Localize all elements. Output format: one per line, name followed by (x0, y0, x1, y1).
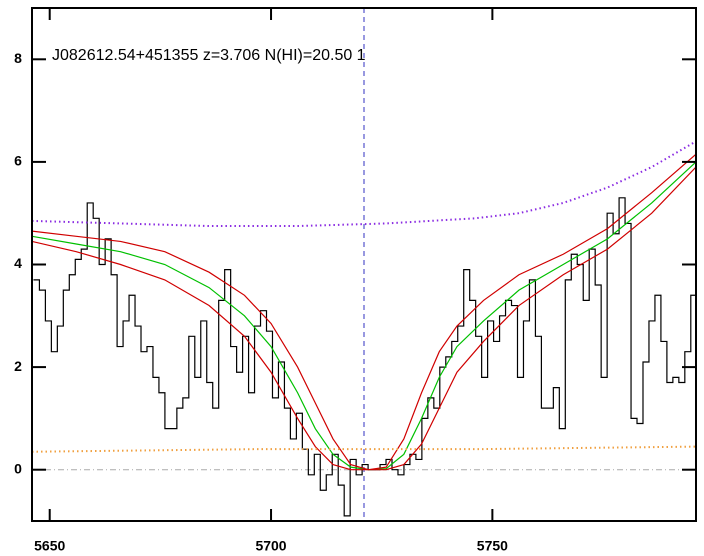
y-tick-label: 4 (14, 255, 22, 271)
y-tick-label: 6 (14, 153, 22, 169)
y-tick-label: 2 (14, 358, 22, 374)
x-tick-label: 5750 (477, 538, 508, 554)
chart-title: J082612.54+451355 z=3.706 N(HI)=20.50 1 (52, 47, 366, 64)
x-tick-label: 5650 (34, 538, 65, 554)
y-tick-label: 8 (14, 50, 22, 66)
flux-line (33, 197, 696, 517)
y-tick-label: 0 (14, 460, 22, 476)
x-tick-label: 5700 (255, 538, 286, 554)
model-line (32, 166, 696, 471)
